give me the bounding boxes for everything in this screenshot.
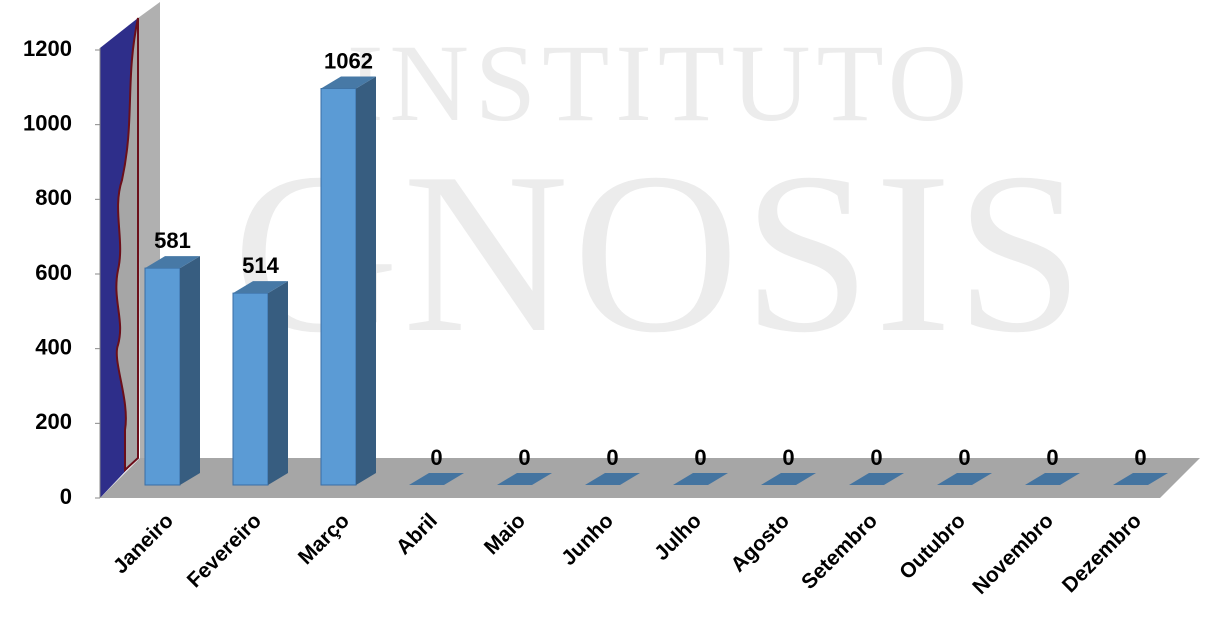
x-tick-label: Novembro: [968, 509, 1058, 599]
y-tick-label: 400: [35, 334, 72, 359]
y-tick-label: 0: [60, 484, 72, 509]
y-tick-label: 600: [35, 260, 72, 285]
x-tick-label: Julho: [650, 509, 706, 565]
value-label: 514: [242, 253, 279, 278]
x-tick-label: Abril: [392, 509, 442, 559]
value-label: 0: [694, 445, 706, 470]
value-label: 0: [782, 445, 794, 470]
x-tick-label: Março: [294, 509, 354, 569]
value-label: 581: [154, 228, 191, 253]
value-label: 0: [870, 445, 882, 470]
chart: INSTITUTO GNOSIS 02004006008001000120058…: [0, 0, 1214, 641]
x-tick-label: Junho: [557, 509, 618, 570]
x-tick-label: Agosto: [727, 509, 794, 576]
x-tick-label: Outubro: [895, 509, 970, 584]
value-label: 0: [518, 445, 530, 470]
bar-side: [268, 281, 288, 485]
value-label: 0: [606, 445, 618, 470]
y-tick-label: 1000: [23, 110, 72, 135]
value-label: 0: [958, 445, 970, 470]
x-tick-label: Maio: [480, 509, 530, 559]
bar: [233, 293, 268, 485]
y-tick-label: 200: [35, 409, 72, 434]
x-tick-label: Fevereiro: [183, 509, 266, 592]
value-label: 1062: [324, 48, 373, 73]
value-label: 0: [430, 445, 442, 470]
x-tick-label: Janeiro: [109, 509, 178, 578]
y-tick-label: 1200: [23, 36, 72, 61]
value-label: 0: [1046, 445, 1058, 470]
bar: [145, 268, 180, 485]
y-tick-label: 800: [35, 185, 72, 210]
bar-side: [180, 256, 200, 485]
x-tick-label: Dezembro: [1058, 509, 1146, 597]
bar-side: [356, 77, 376, 485]
bar: [321, 89, 356, 485]
x-tick-label: Setembro: [797, 509, 882, 594]
value-label: 0: [1134, 445, 1146, 470]
